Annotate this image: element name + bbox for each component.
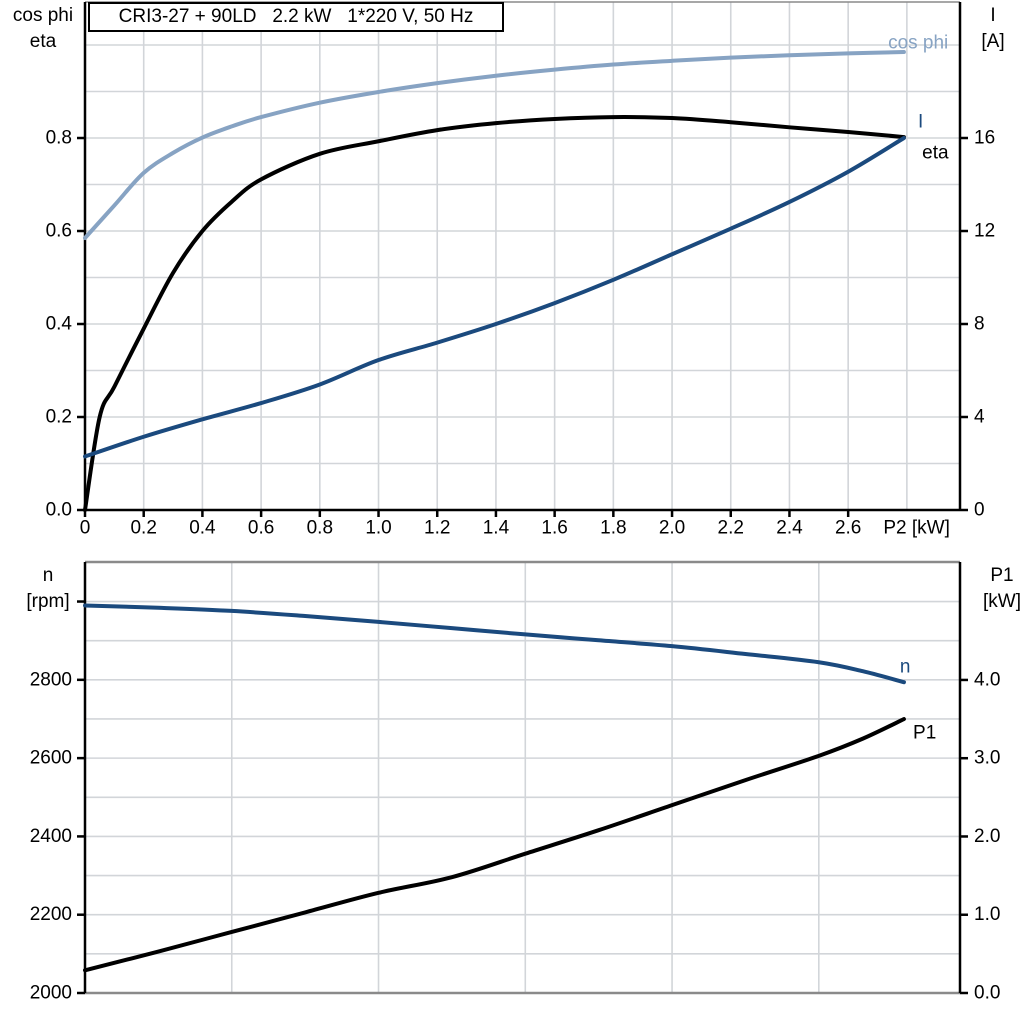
svg-text:0.6: 0.6	[248, 518, 274, 539]
svg-text:0.4: 0.4	[46, 314, 73, 335]
svg-text:1.2: 1.2	[424, 518, 450, 539]
svg-text:eta: eta	[922, 142, 949, 163]
lower-right-axis-title: P1 [kW]	[978, 563, 1024, 615]
svg-text:P1: P1	[913, 723, 936, 744]
svg-text:0.2: 0.2	[46, 407, 72, 428]
upper-right-axis-title-line2: [A]	[981, 31, 1005, 52]
svg-text:2600: 2600	[30, 748, 72, 769]
svg-text:n: n	[900, 656, 911, 677]
series-i	[83, 136, 906, 459]
svg-text:2200: 2200	[30, 904, 72, 925]
plot-frame	[83, 560, 962, 995]
upper-left-axis-title-line1: cos phi	[12, 5, 74, 26]
svg-text:0.4: 0.4	[189, 518, 216, 539]
series-eta	[83, 115, 906, 512]
curve-label-n: n	[900, 656, 911, 677]
svg-text:2.6: 2.6	[835, 518, 861, 539]
svg-text:1.4: 1.4	[483, 518, 510, 539]
series-p1	[83, 717, 906, 973]
svg-text:2.0: 2.0	[974, 826, 1000, 847]
lower-left-axis-title-line2: [rpm]	[26, 591, 70, 612]
left-axis-ticks: 0.0 0.2 0.4 0.6 0.8	[46, 128, 85, 521]
svg-text:4: 4	[974, 407, 985, 428]
svg-text:1.6: 1.6	[541, 518, 567, 539]
svg-text:16: 16	[974, 128, 995, 149]
lower-right-axis-title-line1: P1	[990, 565, 1014, 586]
svg-text:12: 12	[974, 221, 995, 242]
svg-text:2.0: 2.0	[659, 518, 685, 539]
upper-right-axis-title: I [A]	[970, 3, 1016, 55]
svg-text:0.0: 0.0	[46, 500, 72, 521]
curve-label-eta: eta	[922, 142, 949, 163]
svg-text:0: 0	[974, 500, 985, 521]
upper-left-axis-title: cos phi eta	[7, 3, 79, 55]
svg-text:0.8: 0.8	[307, 518, 333, 539]
svg-text:2.4: 2.4	[776, 518, 803, 539]
gridlines	[85, 2, 960, 510]
lower-left-axis-title: n [rpm]	[12, 563, 84, 615]
upper-right-axis-title-line1: I	[990, 5, 996, 26]
x-axis-unit-label: P2 [kW]	[883, 518, 950, 539]
svg-text:1.8: 1.8	[600, 518, 626, 539]
svg-text:0.0: 0.0	[974, 983, 1000, 1004]
svg-text:1.0: 1.0	[974, 904, 1000, 925]
upper-chart: 0.0 0.2 0.4 0.6 0.8 0 4 8 12 16 0 0.2 0.4 0.6 0.8 1.0 1.…	[46, 1, 995, 539]
svg-text:0.2: 0.2	[130, 518, 156, 539]
upper-left-axis-title-line2: eta	[29, 31, 57, 52]
svg-text:cos phi: cos phi	[888, 33, 948, 54]
lower-right-axis-title-line2: [kW]	[983, 591, 1021, 612]
svg-text:0: 0	[80, 518, 91, 539]
plot-frame	[83, 1, 962, 512]
left-axis-ticks: 2000 2200 2400 2600 2800	[30, 600, 85, 1004]
svg-text:2000: 2000	[30, 983, 72, 1004]
x-axis-ticks: 0 0.2 0.4 0.6 0.8 1.0 1.2 1.4 1.6 1.8 2.0 2.2 2.4 2.6…	[80, 510, 950, 539]
gridlines	[85, 562, 960, 993]
series-n	[83, 603, 906, 685]
right-axis-ticks: 0.0 1.0 2.0 3.0 4.0	[960, 669, 1000, 1004]
curve-label-i: I	[918, 112, 923, 133]
curve-label-cos-phi: cos phi	[888, 33, 948, 54]
lower-left-axis-title-line1: n	[42, 565, 54, 586]
svg-text:2400: 2400	[30, 826, 72, 847]
chart-title-box: CRI3-27 + 90LD 2.2 kW 1*220 V, 50 Hz	[88, 2, 504, 32]
curve-label-p1: P1	[913, 723, 936, 744]
lower-chart: 2000 2200 2400 2600 2800 0.0 1.0 2.0 3.0 4.0 n P1	[30, 560, 1000, 1004]
svg-text:4.0: 4.0	[974, 669, 1000, 690]
svg-text:2.2: 2.2	[718, 518, 744, 539]
svg-text:8: 8	[974, 314, 985, 335]
svg-text:0.6: 0.6	[46, 221, 72, 242]
right-axis-ticks: 0 4 8 12 16	[960, 128, 995, 521]
svg-text:1.0: 1.0	[365, 518, 391, 539]
series-cos-phi	[83, 49, 906, 240]
svg-text:2800: 2800	[30, 669, 72, 690]
svg-text:0.8: 0.8	[46, 128, 72, 149]
svg-text:3.0: 3.0	[974, 748, 1000, 769]
svg-text:I: I	[918, 112, 923, 133]
